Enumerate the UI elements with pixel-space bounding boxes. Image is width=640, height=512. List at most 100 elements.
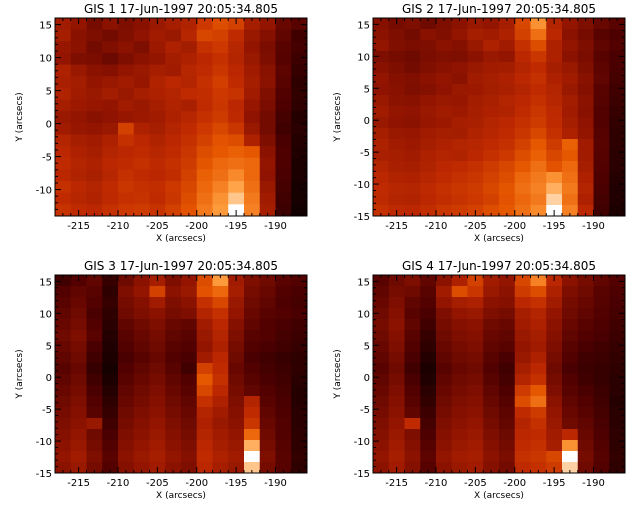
- heatmap-cell: [514, 18, 531, 30]
- heatmap-cell: [149, 181, 166, 194]
- heatmap-cell: [609, 194, 626, 206]
- heatmap-cell: [165, 308, 182, 320]
- heatmap-cell: [244, 204, 261, 217]
- heatmap-cell: [70, 374, 87, 386]
- heatmap-cell: [212, 134, 229, 147]
- heatmap-cell: [546, 374, 563, 386]
- heatmap-cell: [609, 352, 626, 364]
- heatmap-cell: [436, 330, 453, 342]
- heatmap-cell: [165, 286, 182, 298]
- heatmap-cell: [562, 308, 579, 320]
- heatmap-cell: [291, 76, 308, 89]
- heatmap-cell: [55, 41, 72, 54]
- heatmap-cell: [420, 363, 437, 375]
- heatmap-cell: [373, 308, 390, 320]
- heatmap-cell: [404, 95, 421, 107]
- heatmap-cell: [133, 64, 150, 77]
- heatmap-cell: [499, 40, 516, 52]
- heatmap-cell: [467, 117, 484, 129]
- y-tick-label: 10: [39, 309, 52, 320]
- heatmap-cell: [562, 183, 579, 195]
- heatmap-cell: [562, 407, 579, 419]
- heatmap-cell: [577, 194, 594, 206]
- heatmap-cell: [275, 204, 292, 217]
- heatmap-cell: [133, 462, 150, 474]
- heatmap-cell: [514, 385, 531, 397]
- heatmap-cell: [118, 99, 135, 112]
- heatmap-cell: [118, 64, 135, 77]
- heatmap-cell: [420, 374, 437, 386]
- heatmap-cell: [467, 95, 484, 107]
- heatmap-cell: [165, 87, 182, 100]
- heatmap-cell: [196, 111, 213, 124]
- heatmap-cell: [228, 418, 245, 430]
- heatmap-cell: [514, 308, 531, 320]
- heatmap-cell: [373, 440, 390, 452]
- heatmap-cell: [118, 440, 135, 452]
- heatmap-cell: [196, 29, 213, 42]
- heatmap-cell: [373, 275, 390, 287]
- heatmap-cell: [86, 297, 103, 309]
- heatmap-cell: [291, 440, 308, 452]
- heatmap-cell: [593, 330, 610, 342]
- heatmap-cell: [55, 407, 72, 419]
- heatmap-cell: [259, 169, 276, 182]
- heatmap-cell: [593, 429, 610, 441]
- heatmap-cell: [577, 84, 594, 96]
- heatmap-cell: [577, 172, 594, 184]
- heatmap-cell: [530, 385, 547, 397]
- heatmap-cell: [404, 429, 421, 441]
- heatmap-cell: [514, 462, 531, 474]
- heatmap-cell: [244, 297, 261, 309]
- heatmap-cell: [86, 330, 103, 342]
- heatmap-cell: [514, 330, 531, 342]
- heatmap-cell: [514, 396, 531, 408]
- heatmap-cell: [577, 150, 594, 162]
- heatmap-cell: [196, 330, 213, 342]
- y-tick-label: -5: [360, 148, 370, 159]
- heatmap-cell: [149, 352, 166, 364]
- heatmap-cell: [483, 352, 500, 364]
- heatmap-cell: [373, 205, 390, 217]
- heatmap-cell: [499, 128, 516, 140]
- heatmap-cell: [133, 396, 150, 408]
- heatmap-cell: [609, 183, 626, 195]
- heatmap-cell: [149, 192, 166, 205]
- heatmap-cell: [514, 440, 531, 452]
- heatmap-cell: [70, 134, 87, 147]
- heatmap-cell: [118, 462, 135, 474]
- heatmap-cell: [436, 308, 453, 320]
- heatmap-cell: [373, 51, 390, 63]
- heatmap-cell: [530, 429, 547, 441]
- heatmap-cell: [483, 150, 500, 162]
- heatmap-cell: [404, 352, 421, 364]
- heatmap-cell: [373, 172, 390, 184]
- heatmap-cell: [388, 84, 405, 96]
- heatmap-cell: [291, 99, 308, 112]
- heatmap-cell: [291, 418, 308, 430]
- heatmap-cell: [102, 407, 119, 419]
- heatmap-cell: [102, 286, 119, 298]
- heatmap-cell: [546, 407, 563, 419]
- heatmap-cell: [483, 418, 500, 430]
- heatmap-cell: [70, 192, 87, 205]
- heatmap-cell: [577, 308, 594, 320]
- heatmap-cell: [420, 62, 437, 74]
- heatmap-cell: [133, 29, 150, 42]
- heatmap-cell: [102, 363, 119, 375]
- heatmap-cell: [373, 62, 390, 74]
- heatmap-cell: [291, 41, 308, 54]
- heatmap-cell: [546, 341, 563, 353]
- heatmap-cell: [577, 341, 594, 353]
- heatmap-cell: [388, 51, 405, 63]
- heatmap-cell: [244, 169, 261, 182]
- heatmap-cell: [514, 297, 531, 309]
- heatmap-cell: [55, 29, 72, 42]
- heatmap-cell: [499, 330, 516, 342]
- heatmap-cell: [514, 275, 531, 287]
- heatmap-cell: [436, 275, 453, 287]
- heatmap-cell: [593, 286, 610, 298]
- heatmap-cell: [70, 87, 87, 100]
- heatmap-cell: [275, 275, 292, 287]
- heatmap-cell: [196, 122, 213, 135]
